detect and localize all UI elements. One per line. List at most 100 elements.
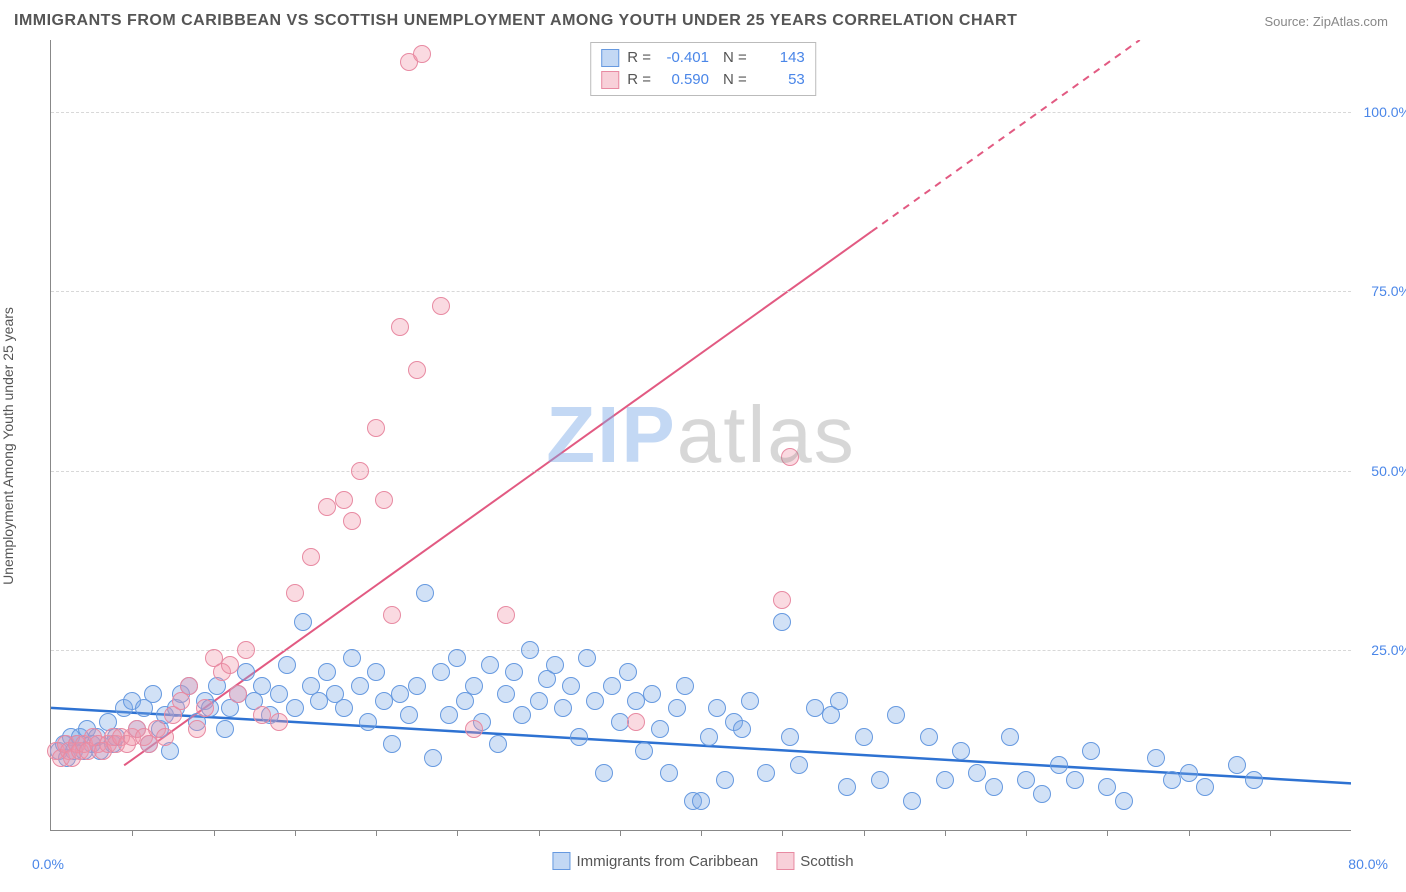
x-tick [376, 830, 377, 836]
y-tick-label: 100.0% [1356, 104, 1406, 120]
point-blue [1098, 778, 1116, 796]
point-pink [432, 297, 450, 315]
point-blue [790, 756, 808, 774]
point-pink [627, 713, 645, 731]
point-pink [375, 491, 393, 509]
point-blue [741, 692, 759, 710]
point-blue [586, 692, 604, 710]
y-tick-label: 75.0% [1356, 283, 1406, 299]
x-tick [457, 830, 458, 836]
point-blue [1115, 792, 1133, 810]
point-blue [773, 613, 791, 631]
point-blue [286, 699, 304, 717]
plot-area: ZIPatlas 25.0%50.0%75.0%100.0% [50, 40, 1351, 831]
swatch-pink [776, 852, 794, 870]
trend-lines [51, 40, 1351, 830]
point-blue [1147, 749, 1165, 767]
point-pink [413, 45, 431, 63]
point-blue [1017, 771, 1035, 789]
x-tick [782, 830, 783, 836]
x-tick [1026, 830, 1027, 836]
legend-item-blue: Immigrants from Caribbean [552, 852, 758, 870]
x-origin-label: 0.0% [32, 856, 64, 872]
point-blue [595, 764, 613, 782]
gridline-h [51, 291, 1351, 292]
point-blue [570, 728, 588, 746]
point-blue [1050, 756, 1068, 774]
x-tick [864, 830, 865, 836]
n-label: N = [723, 69, 747, 91]
point-pink [408, 361, 426, 379]
point-blue [936, 771, 954, 789]
point-blue [432, 663, 450, 681]
point-blue [144, 685, 162, 703]
x-tick [214, 830, 215, 836]
point-blue [676, 677, 694, 695]
source-label: Source: [1264, 14, 1312, 29]
x-max-label: 80.0% [1348, 856, 1388, 872]
legend-label-pink: Scottish [800, 853, 853, 870]
point-pink [383, 606, 401, 624]
r-label: R = [627, 69, 651, 91]
x-tick [132, 830, 133, 836]
series-legend: Immigrants from Caribbean Scottish [552, 852, 853, 870]
point-pink [351, 462, 369, 480]
point-blue [416, 584, 434, 602]
point-pink [497, 606, 515, 624]
point-blue [1066, 771, 1084, 789]
point-blue [1180, 764, 1198, 782]
x-tick [620, 830, 621, 836]
x-tick [701, 830, 702, 836]
point-pink [180, 677, 198, 695]
point-blue [513, 706, 531, 724]
legend-row-blue: R = -0.401 N = 143 [601, 47, 805, 69]
watermark: ZIPatlas [546, 389, 855, 481]
point-blue [440, 706, 458, 724]
y-tick-label: 25.0% [1356, 642, 1406, 658]
point-blue [920, 728, 938, 746]
point-blue [1196, 778, 1214, 796]
source-attribution: Source: ZipAtlas.com [1264, 14, 1388, 29]
swatch-blue [552, 852, 570, 870]
x-tick [295, 830, 296, 836]
point-blue [270, 685, 288, 703]
source-name: ZipAtlas.com [1313, 14, 1388, 29]
point-blue [668, 699, 686, 717]
swatch-blue [601, 49, 619, 67]
point-blue [855, 728, 873, 746]
point-blue [1228, 756, 1246, 774]
x-tick [1107, 830, 1108, 836]
point-pink [367, 419, 385, 437]
point-blue [692, 792, 710, 810]
gridline-h [51, 112, 1351, 113]
point-blue [708, 699, 726, 717]
point-pink [302, 548, 320, 566]
gridline-h [51, 471, 1351, 472]
point-blue [651, 720, 669, 738]
point-blue [968, 764, 986, 782]
point-blue [351, 677, 369, 695]
chart-title: IMMIGRANTS FROM CARIBBEAN VS SCOTTISH UN… [14, 12, 1017, 30]
point-blue [660, 764, 678, 782]
r-value-blue: -0.401 [659, 47, 709, 69]
point-blue [562, 677, 580, 695]
point-blue [700, 728, 718, 746]
point-blue [448, 649, 466, 667]
point-blue [985, 778, 1003, 796]
correlation-legend: R = -0.401 N = 143 R = 0.590 N = 53 [590, 42, 816, 96]
point-blue [497, 685, 515, 703]
point-pink [391, 318, 409, 336]
n-label: N = [723, 47, 747, 69]
x-tick [539, 830, 540, 836]
point-blue [367, 663, 385, 681]
point-pink [465, 720, 483, 738]
point-blue [643, 685, 661, 703]
point-blue [619, 663, 637, 681]
point-blue [1245, 771, 1263, 789]
point-blue [216, 720, 234, 738]
watermark-atlas: atlas [677, 390, 856, 479]
point-blue [294, 613, 312, 631]
point-blue [1033, 785, 1051, 803]
y-tick-label: 50.0% [1356, 463, 1406, 479]
point-pink [773, 591, 791, 609]
